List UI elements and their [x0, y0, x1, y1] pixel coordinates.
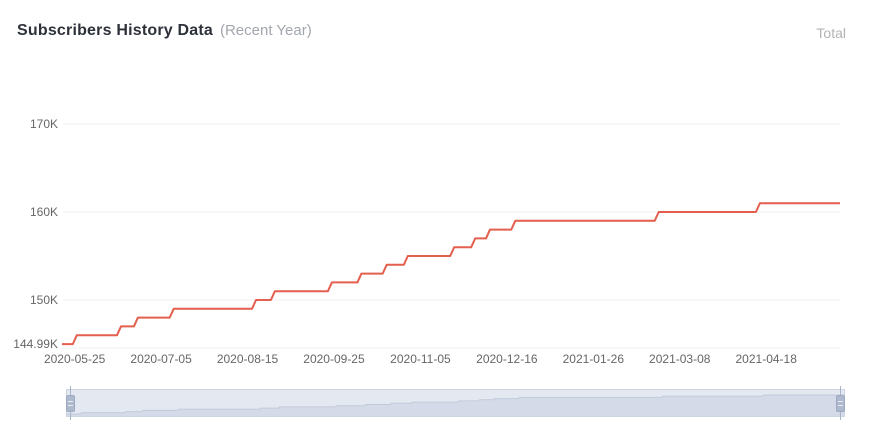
data-zoom-shadow [67, 394, 844, 416]
series-line-total [62, 202, 840, 346]
x-axis-label: 2021-03-08 [649, 352, 711, 366]
y-axis-label: 150K [29, 293, 58, 307]
data-zoom-shadow-line [67, 394, 844, 415]
x-axis-label: 2020-07-05 [130, 352, 192, 366]
legend-item-total[interactable]: Total [816, 25, 846, 41]
x-axis-label: 2021-04-18 [735, 352, 797, 366]
y-axis-label: 170K [29, 117, 58, 131]
x-axis-label: 2020-09-25 [303, 352, 365, 366]
data-zoom-shadow-area [67, 395, 844, 416]
plot-canvas [62, 123, 840, 349]
y-axis-label: 160K [29, 205, 58, 219]
data-zoom-left-handle[interactable] [66, 395, 75, 412]
x-axis-label: 2021-01-26 [562, 352, 625, 366]
data-zoom-right-handle[interactable] [836, 395, 845, 412]
chart-header: Subscribers History Data (Recent Year) [17, 22, 312, 40]
page-title: Subscribers History Data [17, 22, 213, 39]
x-axis-label: 2020-08-15 [216, 352, 279, 366]
x-axis-label: 2020-12-16 [476, 352, 538, 366]
data-zoom-slider[interactable] [66, 386, 845, 420]
y-axis-label: 144.99K [13, 337, 58, 352]
page-subtitle: (Recent Year) [219, 22, 312, 39]
x-axis-label: 2020-11-05 [390, 352, 451, 366]
x-axis-label: 2020-05-25 [43, 352, 106, 366]
